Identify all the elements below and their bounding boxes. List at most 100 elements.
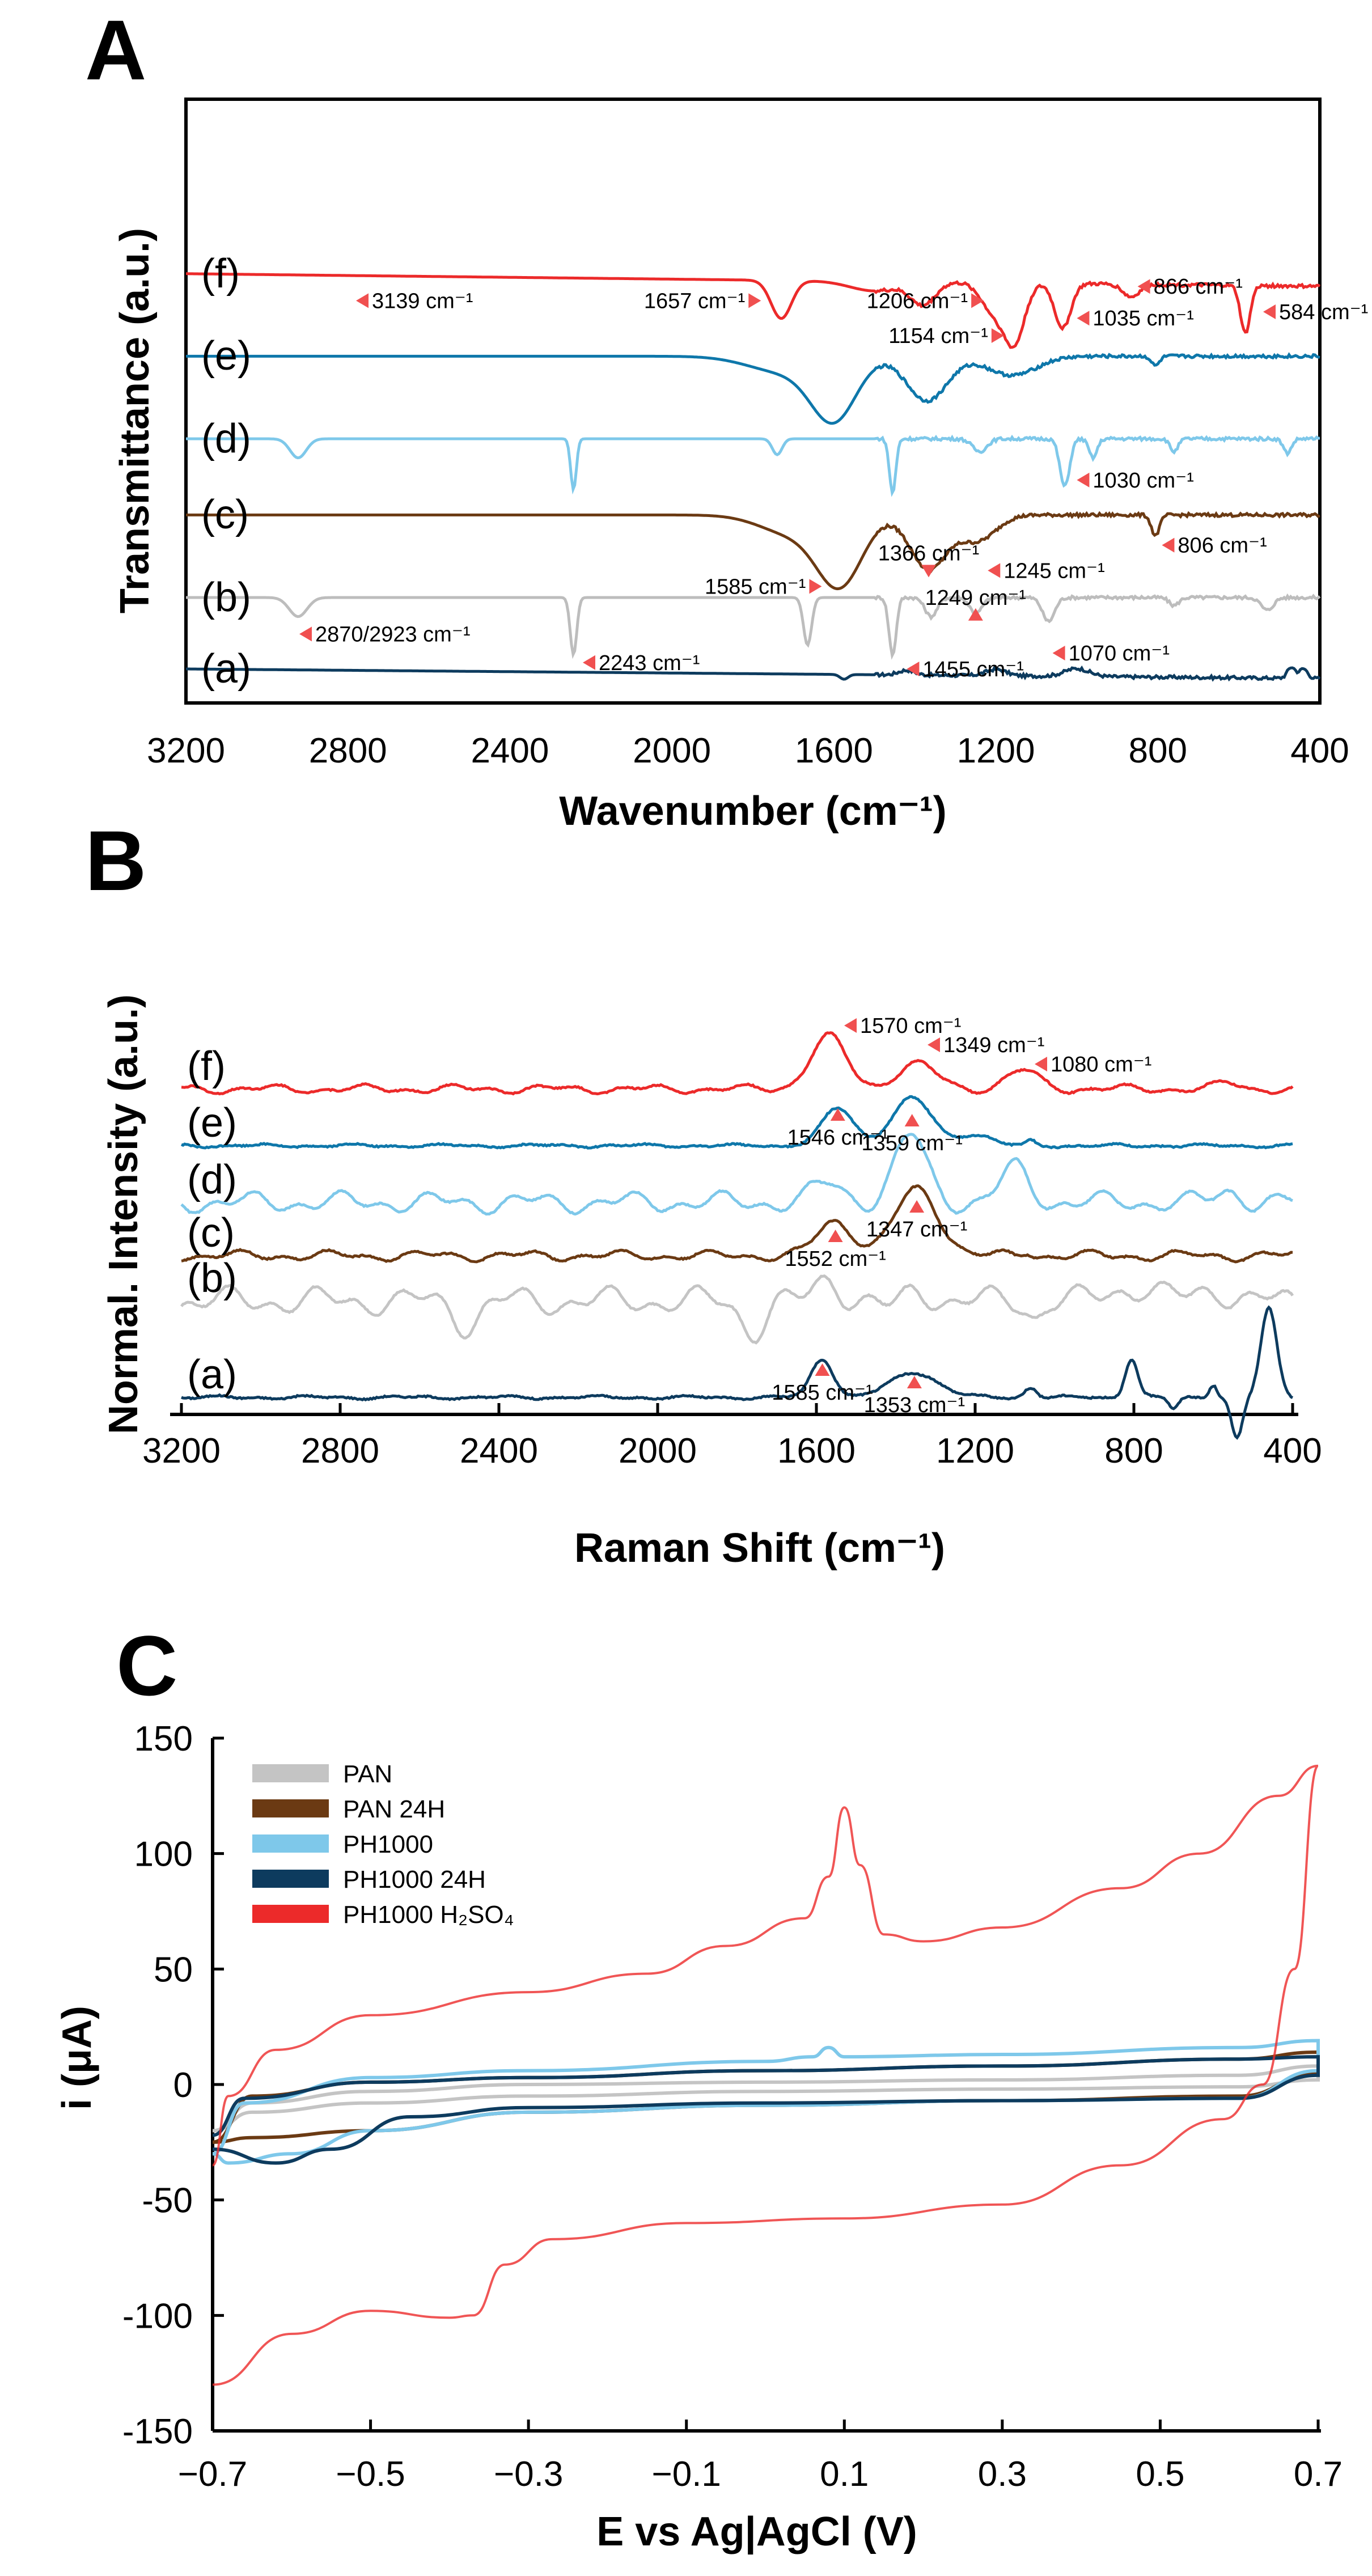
ftir-series-b [186,593,1321,660]
annotation-marker [991,328,1004,343]
annotation-marker [907,662,920,676]
x-tick-label: 1200 [936,1431,1014,1471]
annotation-marker [928,1037,940,1052]
annotation-marker [988,563,1001,578]
raman-series-d [180,1133,1293,1216]
x-tick-label: 2800 [309,731,387,770]
panel-letter-c: C [116,1618,177,1713]
raman-series-a [181,1305,1294,1440]
annotation-label: 1546 cm⁻¹ [787,1126,888,1150]
annotation-label: 1347 cm⁻¹ [866,1218,967,1242]
panel-c-x-ticks: −0.7 −0.5 −0.3 −0.1 0.1 0.3 0.5 0.7 [178,2420,1343,2494]
annotation-label: 1366 cm⁻¹ [878,541,979,565]
panel-a-trace-labels: (a) (b) (c) (d) (e) (f) [201,251,251,692]
annotation-label: 866 cm⁻¹ [1154,275,1243,299]
y-tick-label: 150 [134,1719,193,1759]
x-tick-label: 2000 [633,731,711,770]
x-tick-label: 3200 [147,731,225,770]
x-tick-label: 800 [1129,731,1187,770]
ftir-series-d [186,434,1320,497]
cv-series-ph1000 [212,2039,1320,2165]
y-tick-label: 0 [173,2066,193,2105]
raman-series-b [180,1274,1294,1345]
x-tick-label: 2400 [471,731,549,770]
annotation-label: 806 cm⁻¹ [1178,534,1267,558]
annotation-label: 1249 cm⁻¹ [925,586,1026,610]
annotation-marker [909,1200,925,1213]
panel-a-annotations: 3139 cm⁻¹ 1657 cm⁻¹ 1206 cm⁻¹ 866 cm⁻¹ 584 c… [299,275,1368,681]
annotation-label: 1030 cm⁻¹ [1092,469,1193,493]
ftir-trace-label: (c) [201,492,249,537]
x-tick-label: 2400 [460,1431,538,1471]
panel-b: B Normal. Intensity (a.u.) (a)(b)(c)(d)(… [85,813,1322,1571]
legend-swatch [252,1799,329,1817]
ftir-trace-label: (b) [201,575,251,620]
panel-a-traces [186,272,1321,682]
x-tick-label: −0.3 [494,2455,563,2494]
annotation-marker [904,1114,920,1126]
annotation-marker [1035,1057,1047,1071]
x-tick-label: 1200 [957,731,1035,770]
panel-b-trace-labels: (a) (b)(c) (d) (e) (f) [187,1044,237,1397]
panel-a: A Transmittance (a.u.) (a) (b) (c) (d) (e) (f… [85,2,1368,834]
y-tick-label: 50 [154,1950,193,1989]
annotation-marker [815,1363,830,1376]
legend-label: PH1000 H₂SO₄ [343,1901,514,1929]
legend-label: PAN 24H [343,1795,445,1823]
ftir-series-a [186,665,1321,682]
panel-c-y-axis-title: i (μA) [54,2006,100,2110]
panel-b-traces [180,1031,1294,1440]
annotation-label: 1349 cm⁻¹ [943,1033,1044,1057]
ftir-trace-label: (a) [201,646,251,692]
y-tick-label: -150 [122,2412,193,2451]
annotation-marker [971,293,984,308]
panel-a-y-axis-title: Transmittance (a.u.) [112,228,158,613]
x-tick-label: −0.5 [336,2455,405,2494]
legend-swatch [252,1905,329,1923]
panel-c-legend: PAN PAN 24H PH1000 PH1000 24H PH1000 H₂SO₄ [252,1760,514,1929]
annotation-marker [583,655,595,670]
annotation-marker [830,1108,845,1121]
panel-b-x-ticks: 3200 2800 2400 2000 1600 1200 800 400 [142,1403,1322,1471]
legend-label: PH1000 [343,1831,433,1858]
annotation-marker [1162,537,1175,553]
raman-trace-label: (f) [187,1044,226,1089]
annotation-label: 1035 cm⁻¹ [1092,307,1193,331]
y-tick-label: 100 [134,1835,193,1874]
legend-swatch [252,1834,329,1853]
raman-series-e [180,1095,1293,1150]
annotation-label: 2243 cm⁻¹ [599,651,700,675]
raman-series-f [181,1031,1294,1096]
annotation-label: 584 cm⁻¹ [1279,300,1368,324]
legend-label: PH1000 24H [343,1866,486,1893]
cv-series-ph1000-h-so- [211,1764,1321,2386]
panel-c-traces [211,1764,1321,2386]
annotation-marker [1077,311,1090,326]
panel-c-x-axis-title: E vs Ag|AgCl (V) [596,2509,917,2554]
annotation-marker [828,1230,843,1242]
panel-b-x-axis-title: Raman Shift (cm⁻¹) [574,1526,945,1571]
cv-series-ph1000-24h [212,2055,1320,2165]
panel-a-plot-frame [184,98,1322,705]
x-tick-label: 2000 [619,1431,697,1471]
annotation-marker [1263,304,1276,319]
annotation-label: 1657 cm⁻¹ [644,289,745,313]
x-tick-label: −0.1 [652,2455,721,2494]
x-tick-label: 400 [1263,1431,1322,1471]
raman-trace-label: (e) [187,1100,237,1146]
annotation-label: 1080 cm⁻¹ [1051,1053,1151,1077]
x-tick-label: 2800 [301,1431,379,1471]
annotation-marker [921,565,936,578]
annotation-label: 1154 cm⁻¹ [888,324,988,348]
x-tick-label: 0.5 [1136,2455,1184,2494]
x-tick-label: 800 [1104,1431,1163,1471]
annotation-label: 1570 cm⁻¹ [860,1014,961,1038]
x-tick-label: 0.7 [1294,2455,1343,2494]
panel-letter-a: A [85,2,146,98]
annotation-label: 1070 cm⁻¹ [1069,642,1170,666]
x-tick-label: 3200 [142,1431,221,1471]
panel-b-y-axis-title: Normal. Intensity (a.u.) [101,994,146,1434]
y-tick-label: -100 [122,2297,193,2336]
